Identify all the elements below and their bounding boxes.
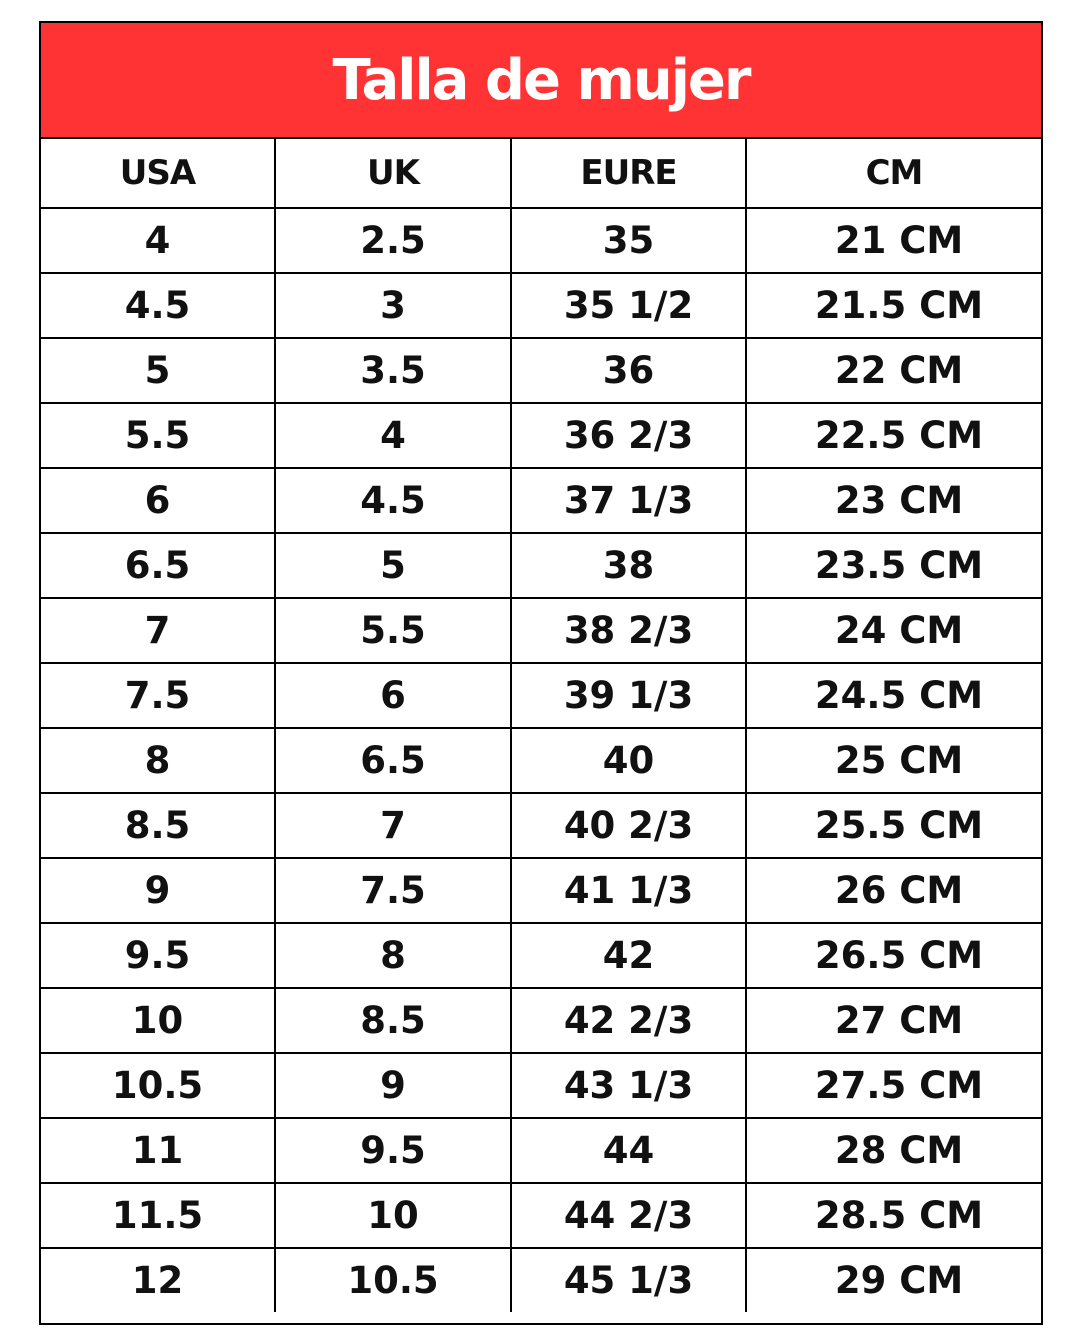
- table-row: 7 5.5 38 2/3 24 CM: [41, 597, 1041, 664]
- table-row: 8 6.5 40 25 CM: [41, 727, 1041, 794]
- cell-cm: 26 CM: [745, 857, 1041, 924]
- cell-uk: 3: [274, 272, 512, 339]
- cell-eure: 41 1/3: [510, 857, 747, 924]
- cell-uk: 5.5: [274, 597, 512, 664]
- cell-uk: 8: [274, 922, 512, 989]
- cell-cm: 28 CM: [745, 1117, 1041, 1184]
- cell-cm: 23.5 CM: [745, 532, 1041, 599]
- cell-usa: 7.5: [41, 662, 276, 729]
- table-row: 4 2.5 35 21 CM: [41, 207, 1041, 274]
- size-rows: 4 2.5 35 21 CM 4.5 3 35 1/2 21.5 CM 5 3.5 36 22 CM 5…: [41, 207, 1041, 1312]
- size-chart: Talla de mujer USA UK EURE CM 4 2.5 35 21 C…: [39, 21, 1043, 1325]
- cell-uk: 5: [274, 532, 512, 599]
- cell-cm: 27 CM: [745, 987, 1041, 1054]
- header-uk: UK: [274, 139, 512, 209]
- cell-usa: 7: [41, 597, 276, 664]
- header-cm: CM: [745, 139, 1041, 209]
- cell-cm: 27.5 CM: [745, 1052, 1041, 1119]
- cell-eure: 35 1/2: [510, 272, 747, 339]
- cell-usa: 12: [41, 1247, 276, 1312]
- cell-eure: 44 2/3: [510, 1182, 747, 1249]
- size-table: USA UK EURE CM 4 2.5 35 21 CM 4.5 3 35 1/2 21.5…: [41, 139, 1041, 1312]
- cell-uk: 7: [274, 792, 512, 859]
- cell-eure: 36: [510, 337, 747, 404]
- cell-cm: 22 CM: [745, 337, 1041, 404]
- table-row: 10 8.5 42 2/3 27 CM: [41, 987, 1041, 1054]
- cell-cm: 25.5 CM: [745, 792, 1041, 859]
- cell-eure: 36 2/3: [510, 402, 747, 469]
- cell-usa: 8: [41, 727, 276, 794]
- table-row: 9 7.5 41 1/3 26 CM: [41, 857, 1041, 924]
- cell-uk: 8.5: [274, 987, 512, 1054]
- table-row: 7.5 6 39 1/3 24.5 CM: [41, 662, 1041, 729]
- cell-cm: 24 CM: [745, 597, 1041, 664]
- cell-uk: 4.5: [274, 467, 512, 534]
- cell-uk: 6.5: [274, 727, 512, 794]
- table-row: 6.5 5 38 23.5 CM: [41, 532, 1041, 599]
- cell-eure: 37 1/3: [510, 467, 747, 534]
- cell-uk: 3.5: [274, 337, 512, 404]
- cell-eure: 38 2/3: [510, 597, 747, 664]
- header-usa: USA: [41, 139, 276, 209]
- cell-usa: 11.5: [41, 1182, 276, 1249]
- cell-usa: 4.5: [41, 272, 276, 339]
- cell-uk: 9.5: [274, 1117, 512, 1184]
- cell-cm: 28.5 CM: [745, 1182, 1041, 1249]
- table-row: 11.5 10 44 2/3 28.5 CM: [41, 1182, 1041, 1249]
- cell-eure: 42 2/3: [510, 987, 747, 1054]
- cell-cm: 21.5 CM: [745, 272, 1041, 339]
- cell-uk: 9: [274, 1052, 512, 1119]
- cell-eure: 43 1/3: [510, 1052, 747, 1119]
- table-row: 6 4.5 37 1/3 23 CM: [41, 467, 1041, 534]
- cell-usa: 9: [41, 857, 276, 924]
- cell-usa: 11: [41, 1117, 276, 1184]
- cell-usa: 5.5: [41, 402, 276, 469]
- header-eure: EURE: [510, 139, 747, 209]
- cell-eure: 42: [510, 922, 747, 989]
- table-row: 11 9.5 44 28 CM: [41, 1117, 1041, 1184]
- cell-usa: 10: [41, 987, 276, 1054]
- cell-cm: 29 CM: [745, 1247, 1041, 1312]
- cell-eure: 40: [510, 727, 747, 794]
- cell-uk: 10.5: [274, 1247, 512, 1312]
- cell-eure: 45 1/3: [510, 1247, 747, 1312]
- chart-title: Talla de mujer: [41, 23, 1041, 139]
- cell-eure: 40 2/3: [510, 792, 747, 859]
- cell-usa: 6: [41, 467, 276, 534]
- cell-eure: 44: [510, 1117, 747, 1184]
- cell-uk: 10: [274, 1182, 512, 1249]
- table-row: 9.5 8 42 26.5 CM: [41, 922, 1041, 989]
- table-row: 12 10.5 45 1/3 29 CM: [41, 1247, 1041, 1312]
- cell-usa: 8.5: [41, 792, 276, 859]
- cell-usa: 4: [41, 207, 276, 274]
- cell-cm: 24.5 CM: [745, 662, 1041, 729]
- cell-uk: 6: [274, 662, 512, 729]
- table-row: 5.5 4 36 2/3 22.5 CM: [41, 402, 1041, 469]
- header-row: USA UK EURE CM: [41, 139, 1041, 209]
- cell-usa: 5: [41, 337, 276, 404]
- cell-eure: 38: [510, 532, 747, 599]
- cell-uk: 2.5: [274, 207, 512, 274]
- cell-cm: 22.5 CM: [745, 402, 1041, 469]
- table-row: 4.5 3 35 1/2 21.5 CM: [41, 272, 1041, 339]
- cell-usa: 6.5: [41, 532, 276, 599]
- cell-uk: 4: [274, 402, 512, 469]
- cell-cm: 26.5 CM: [745, 922, 1041, 989]
- cell-cm: 21 CM: [745, 207, 1041, 274]
- cell-uk: 7.5: [274, 857, 512, 924]
- cell-usa: 10.5: [41, 1052, 276, 1119]
- table-row: 5 3.5 36 22 CM: [41, 337, 1041, 404]
- cell-usa: 9.5: [41, 922, 276, 989]
- cell-eure: 35: [510, 207, 747, 274]
- cell-cm: 25 CM: [745, 727, 1041, 794]
- table-row: 8.5 7 40 2/3 25.5 CM: [41, 792, 1041, 859]
- table-row: 10.5 9 43 1/3 27.5 CM: [41, 1052, 1041, 1119]
- cell-cm: 23 CM: [745, 467, 1041, 534]
- cell-eure: 39 1/3: [510, 662, 747, 729]
